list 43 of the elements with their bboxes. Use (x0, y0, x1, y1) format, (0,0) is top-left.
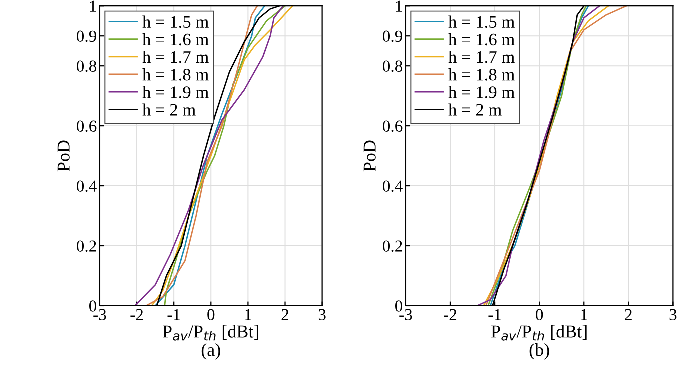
y-axis-title: PoD (58, 140, 70, 172)
x-tick-label: 0 (536, 309, 544, 320)
x-tick-label: 1 (246, 309, 252, 320)
legend-label: h = 2 m (448, 104, 502, 116)
y-tick-label: 1 (396, 0, 402, 12)
x-tick-label: -2 (444, 309, 457, 320)
line-series (134, 6, 284, 306)
text: (b) (530, 343, 550, 360)
x-tick-label: 2 (282, 309, 289, 320)
y-tick-label: 0.6 (76, 120, 97, 132)
x-tick-label: -2 (130, 309, 144, 320)
x-tick-label: 3 (670, 309, 677, 320)
y-tick-label: 0.4 (382, 180, 403, 192)
y-tick-label: 0.2 (76, 240, 96, 252)
y-tick-label: 0.9 (76, 30, 96, 42)
legend-label: h = 1.5 m (448, 16, 515, 28)
x-tick-label: 0 (208, 309, 215, 320)
legend-label: h = 1.7 m (142, 50, 209, 64)
x-tick-label: 3 (318, 309, 326, 320)
legend-label: h = 1.8 m (448, 68, 515, 81)
y-tick-label: 0.2 (382, 240, 402, 252)
legend-label: h = 2 m (142, 104, 196, 116)
text: (a) (202, 343, 220, 360)
legend-label: h = 1.5 m (142, 16, 209, 28)
y-tick-label: 0.8 (382, 60, 403, 72)
x-tick-label: -1 (488, 309, 501, 320)
legend-label: h = 1.7 m (448, 50, 515, 64)
y-tick-label: 1 (90, 0, 96, 12)
x-tick-label: 2 (625, 309, 632, 320)
y-tick-label: 0.8 (76, 60, 97, 72)
legend-label: h = 1.9 m (448, 86, 515, 98)
y-tick-label: 0.9 (382, 30, 402, 42)
y-tick-label: 0.6 (382, 120, 403, 132)
legend-label: h = 1.9 m (142, 86, 209, 98)
x-axis-title: P$_{av}$/P$_{th}$ [dBt] (491, 325, 587, 341)
legend-label: h = 1.8 m (142, 68, 209, 81)
x-tick-label: 1 (581, 309, 588, 320)
y-tick-label: 0.4 (76, 180, 97, 192)
x-axis-title: P$_{av}$/P$_{th}$ [dBt] (163, 325, 258, 341)
legend-label: h = 1.6 m (142, 33, 209, 46)
x-tick-label: -1 (168, 309, 180, 320)
legend-label: h = 1.6 m (448, 33, 515, 46)
y-axis-title: PoD (364, 140, 376, 172)
